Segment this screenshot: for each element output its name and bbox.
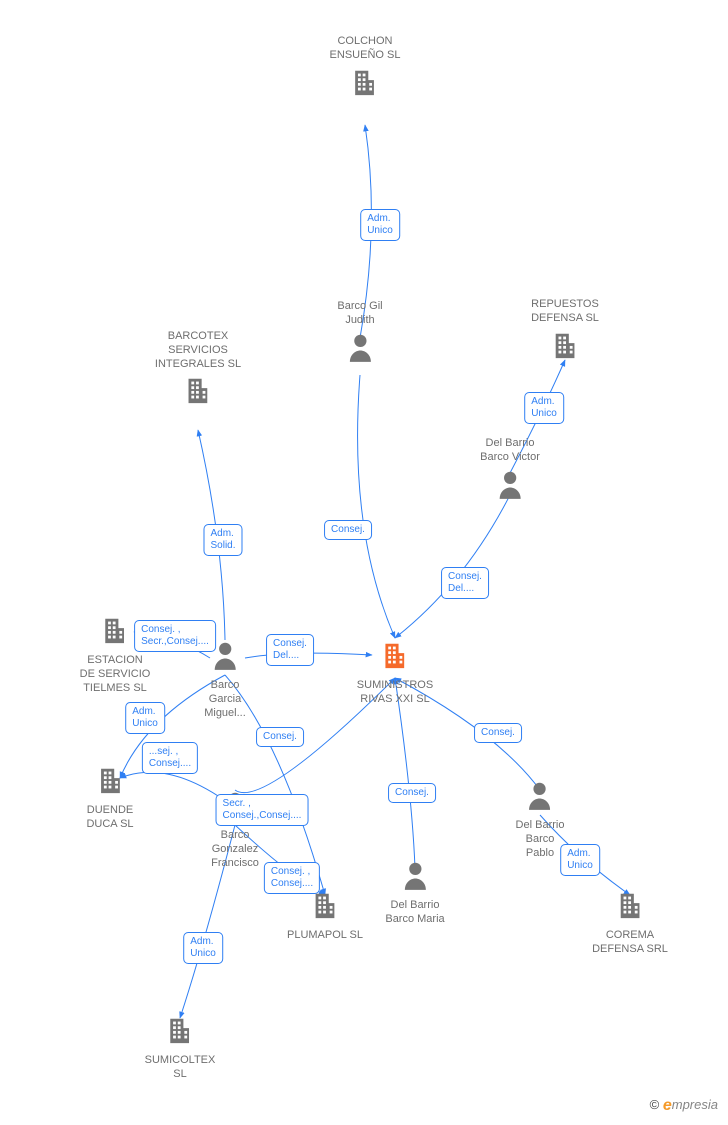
node-duende[interactable]: DUENDE DUCA SL: [86, 765, 133, 832]
person-icon: [385, 860, 444, 895]
node-label: COREMA DEFENSA SRL: [592, 929, 668, 957]
edge-label: Consej. , Consej....: [264, 862, 320, 894]
building-icon: [145, 1015, 216, 1050]
node-label: SUMICOLTEX SL: [145, 1054, 216, 1082]
node-label: SUMINISTROS RIVAS XXI SL: [357, 679, 433, 707]
node-label: Del Barrio Barco Maria: [385, 899, 444, 927]
node-label: ESTACION DE SERVICIO TIELMES SL: [80, 654, 151, 695]
copyright-logo-rest: mpresia: [672, 1097, 718, 1112]
edge-label: Secr. , Consej.,Consej....: [216, 794, 309, 826]
node-label: COLCHON ENSUEÑO SL: [330, 35, 401, 63]
node-barco_gar[interactable]: Barco Garcia Miguel...: [204, 640, 246, 720]
building-icon: [592, 890, 668, 925]
node-label: Barco Gil Judith: [337, 300, 382, 328]
node-suministros[interactable]: SUMINISTROS RIVAS XXI SL: [357, 640, 433, 707]
edge-label: Adm. Unico: [125, 702, 165, 734]
building-icon: [86, 765, 133, 800]
edge-barco_gil-to-suministros: [358, 375, 395, 638]
node-corema[interactable]: COREMA DEFENSA SRL: [592, 890, 668, 957]
node-label: BARCOTEX SERVICIOS INTEGRALES SL: [155, 330, 241, 371]
node-barco_gil[interactable]: Barco Gil Judith: [337, 300, 382, 367]
node-dbp[interactable]: Del Barrio Barco Pablo: [516, 780, 565, 860]
building-icon: [357, 640, 433, 675]
building-icon: [531, 330, 599, 365]
building-icon: [155, 375, 241, 410]
edge-label: Adm. Unico: [360, 209, 400, 241]
edge-label: Consej. , Secr.,Consej....: [134, 620, 216, 652]
node-sumicoltex[interactable]: SUMICOLTEX SL: [145, 1015, 216, 1082]
edge-label: Consej.: [324, 520, 372, 540]
building-icon: [330, 67, 401, 102]
edge-label: Adm. Unico: [524, 392, 564, 424]
node-repuestos[interactable]: REPUESTOS DEFENSA SL: [531, 298, 599, 365]
person-icon: [516, 780, 565, 815]
person-icon: [480, 469, 540, 504]
edge-dbm-to-suministros: [395, 678, 415, 868]
node-barcotex[interactable]: BARCOTEX SERVICIOS INTEGRALES SL: [155, 330, 241, 410]
edge-label: Consej.: [388, 783, 436, 803]
node-label: Del Barrio Barco Pablo: [516, 819, 565, 860]
node-del_barrio_v[interactable]: Del Barrio Barco Victor: [480, 437, 540, 504]
edge-label: ...sej. , Consej....: [142, 742, 198, 774]
node-label: Del Barrio Barco Victor: [480, 437, 540, 465]
node-label: PLUMAPOL SL: [287, 929, 363, 943]
copyright-logo-e: e: [663, 1097, 672, 1114]
edge-label: Consej. Del....: [266, 634, 314, 666]
building-icon: [287, 890, 363, 925]
edge-label: Consej.: [256, 727, 304, 747]
node-label: Barco Garcia Miguel...: [204, 679, 246, 720]
node-label: Barco Gonzalez Francisco: [211, 829, 259, 870]
edge-label: Consej.: [474, 723, 522, 743]
node-colchon[interactable]: COLCHON ENSUEÑO SL: [330, 35, 401, 102]
edge-label: Adm. Unico: [183, 932, 223, 964]
node-label: DUENDE DUCA SL: [86, 804, 133, 832]
edge-label: Consej. Del....: [441, 567, 489, 599]
person-icon: [337, 332, 382, 367]
node-plumapol[interactable]: PLUMAPOL SL: [287, 890, 363, 943]
node-dbm[interactable]: Del Barrio Barco Maria: [385, 860, 444, 927]
copyright: © empresia: [650, 1097, 718, 1115]
copyright-symbol: ©: [650, 1097, 660, 1112]
edge-label: Adm. Unico: [560, 844, 600, 876]
node-label: REPUESTOS DEFENSA SL: [531, 298, 599, 326]
edge-label: Adm. Solid.: [203, 524, 242, 556]
